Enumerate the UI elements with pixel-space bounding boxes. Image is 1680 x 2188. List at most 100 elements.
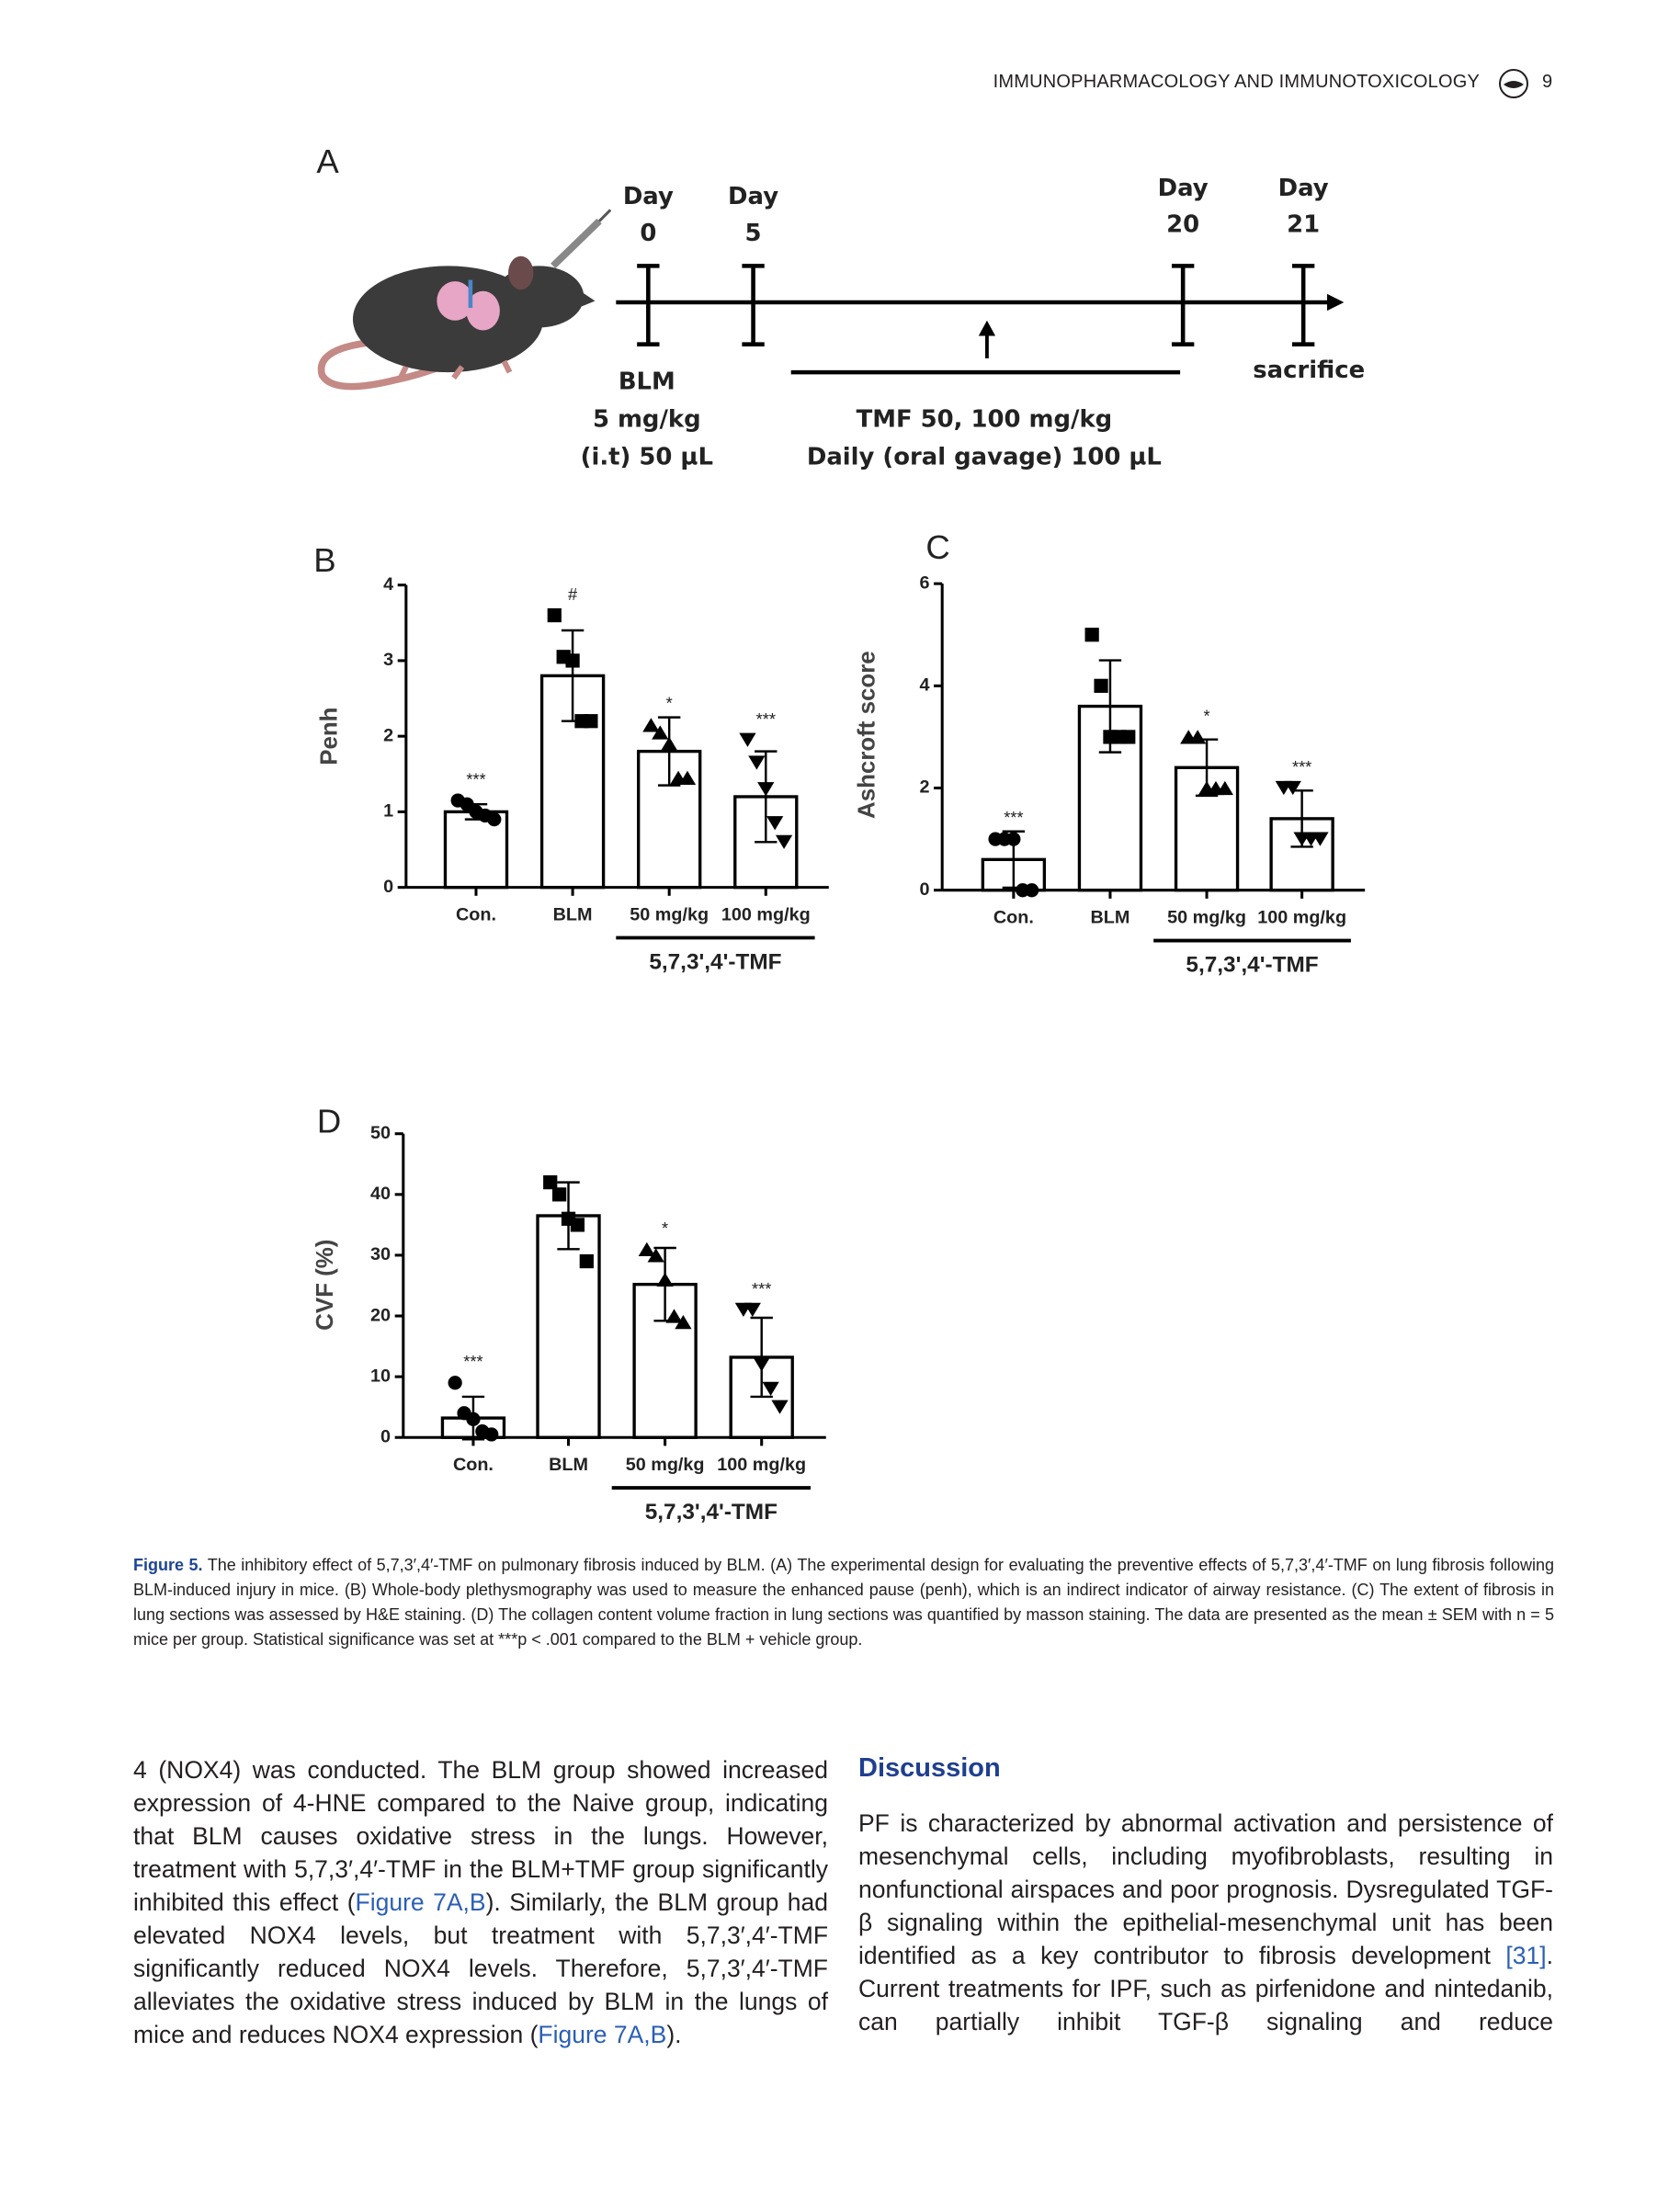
x-tick-label: BLM [553,904,593,924]
x-tick-label: 100 mg/kg [721,904,811,924]
group-label: 5,7,3',4'-TMF [1186,952,1318,977]
data-point [739,732,756,747]
tmf-dose: TMF 50, 100 mg/kg [857,405,1113,433]
section-heading: Discussion [858,1753,1001,1783]
data-point [661,736,678,752]
tmf-dose: Daily (oral gavage) 100 µL [807,444,1162,471]
data-point [757,782,775,797]
caption-text: The inhibitory effect of 5,7,3′,4′-TMF o… [133,1556,1554,1649]
y-tick-label: 50 [370,1123,391,1143]
body-right-column: PF is characterized by abnormal activati… [858,1807,1553,2038]
significance-label: *** [466,770,485,789]
error-bar [657,716,681,787]
timeline-arrowhead [1327,293,1345,312]
data-point [652,725,669,740]
day-label: Day [728,183,778,210]
figure-link[interactable]: Figure 7A,B [538,2021,667,2048]
caption-label: Figure 5. [133,1556,203,1574]
blm-dose: (i.t) 50 µL [581,444,713,471]
mouse-illustration [317,209,612,391]
x-tick-label: Con. [456,904,496,924]
y-axis-label: Ashcroft score [854,651,880,819]
data-point [744,1302,761,1318]
text: . Current treatments for IPF, such as pi… [858,1942,1553,2035]
x-tick-label: Con. [993,907,1034,927]
data-point [775,834,793,849]
day-number: 20 [1166,211,1199,239]
significance-label: *** [1004,808,1023,827]
text: ). [666,2021,682,2048]
y-tick-label: 30 [370,1244,391,1264]
y-tick-label: 3 [383,650,393,670]
figure-link[interactable]: Figure 7A,B [355,1888,486,1916]
data-point [678,770,697,786]
journal-header: IMMUNOPHARMACOLOGY AND IMMUNOTOXICOLOGY [993,72,1480,92]
data-point [647,1248,664,1263]
data-point [1284,780,1301,796]
data-point [448,1376,462,1390]
significance-label: *** [463,1352,482,1371]
day-label: Day [1158,175,1209,202]
data-point [675,1315,692,1330]
data-point [771,1400,789,1414]
data-point [570,1218,585,1232]
x-tick-label: 100 mg/kg [717,1455,806,1475]
error-bar [750,1316,773,1399]
x-tick-label: 100 mg/kg [1257,907,1346,927]
data-point [665,1309,683,1323]
significance-label: * [666,694,673,713]
data-point [638,1241,655,1256]
blm-dose: BLM [619,368,675,395]
y-tick-label: 0 [919,879,929,900]
x-tick-label: 50 mg/kg [626,1455,705,1475]
reference-link[interactable]: [31] [1505,1942,1547,1969]
y-tick-label: 0 [380,1426,391,1446]
text: PF is characterized by abnormal activati… [858,1809,1553,1969]
group-label: 5,7,3',4'-TMF [645,1500,778,1525]
data-point [748,755,766,770]
day-label: Day [623,183,674,210]
x-tick-label: BLM [1091,907,1130,927]
data-point [484,1427,499,1442]
significance-label: *** [1292,757,1311,777]
x-tick-label: Con. [453,1455,494,1475]
day-number: 21 [1287,211,1320,239]
y-tick-label: 20 [370,1305,391,1325]
blm-dose: 5 mg/kg [593,405,701,433]
y-tick-label: 4 [919,675,929,696]
bar [443,810,509,890]
x-tick-label: 50 mg/kg [1167,907,1246,927]
data-point [1025,883,1039,898]
text: 4 (NOX4) was conducted. The BLM group sh… [133,1756,828,1916]
data-point [766,816,784,831]
day-number: 0 [640,220,656,247]
figure-caption: Figure 5. The inhibitory effect of 5,7,3… [133,1553,1554,1652]
significance-label: # [568,584,578,604]
data-point [656,1272,674,1287]
data-point [1121,730,1136,744]
data-point [1216,780,1233,796]
significance-label: * [662,1219,668,1238]
significance-label: * [1204,706,1210,725]
x-tick-label: 50 mg/kg [630,904,709,924]
data-point [547,607,562,623]
y-axis-label: Penh [316,708,342,765]
y-tick-label: 0 [383,877,393,897]
data-point [584,714,598,729]
journal-icon [1499,69,1528,98]
y-tick-label: 2 [383,725,393,745]
page-number: 9 [1542,72,1553,92]
data-point [753,1357,770,1372]
data-point [1189,730,1207,744]
group-label: 5,7,3',4'-TMF [649,949,781,974]
data-point [579,1253,594,1269]
sacrifice-label: sacrifice [1253,357,1365,384]
y-tick-label: 10 [370,1366,391,1386]
y-tick-label: 1 [383,801,393,822]
data-point [543,1174,558,1190]
y-tick-label: 2 [919,777,929,798]
error-bar [755,750,778,844]
day-number: 5 [745,220,762,247]
day-label: Day [1278,175,1329,202]
